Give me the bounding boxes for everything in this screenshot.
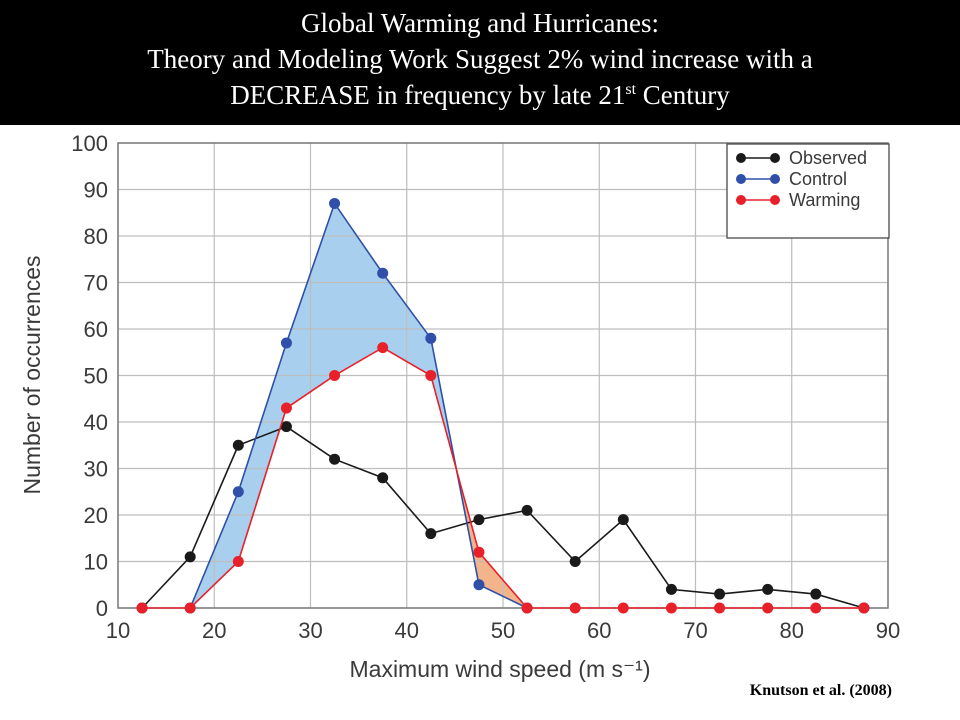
- observed-point: [329, 453, 341, 465]
- warming-point: [425, 370, 437, 381]
- observed-point: [617, 514, 629, 526]
- warming-point: [329, 370, 341, 381]
- observed-point: [665, 583, 677, 595]
- title-line-3-sup: st: [625, 81, 637, 98]
- warming-point: [377, 342, 389, 354]
- warming-line: [142, 346, 864, 609]
- y-tick-label: 20: [84, 503, 108, 528]
- y-tick-label: 80: [84, 224, 108, 249]
- control-point: [473, 579, 485, 591]
- plot-frame: [117, 142, 889, 609]
- warming-point: [810, 602, 822, 614]
- warming-point: [714, 602, 726, 614]
- observed-point: [810, 588, 822, 600]
- control-point: [329, 197, 341, 209]
- legend-observed-swatch-dot: [736, 153, 746, 163]
- warming-point: [569, 602, 581, 614]
- observed-point: [232, 439, 244, 451]
- chart-series: [136, 197, 870, 614]
- warming-point: [232, 556, 244, 567]
- legend-control-swatch-dot: [736, 174, 746, 184]
- x-tick-label: 50: [491, 618, 515, 643]
- warming-point: [762, 602, 774, 614]
- control-point: [280, 337, 292, 349]
- title-line-1: Global Warming and Hurricanes:: [301, 8, 659, 38]
- warming-point: [858, 602, 870, 614]
- legend-warming-swatch-dot: [736, 195, 746, 205]
- x-tick-label: 80: [780, 618, 804, 643]
- control-point: [377, 267, 389, 279]
- observed-point: [425, 528, 437, 540]
- y-tick-label: 100: [71, 131, 108, 156]
- y-tick-label: 10: [84, 550, 108, 575]
- title-line-2: Theory and Modeling Work Suggest 2% wind…: [147, 44, 813, 74]
- observed-point: [714, 588, 726, 600]
- x-tick-label: 60: [587, 618, 611, 643]
- y-tick-label: 30: [84, 457, 108, 482]
- legend-control-label: Control: [789, 169, 847, 189]
- x-tick-label: 10: [106, 618, 130, 643]
- y-tick-label: 0: [96, 596, 108, 621]
- observed-point: [521, 504, 533, 516]
- legend-warming-label: Warming: [789, 190, 860, 210]
- slide-title: Global Warming and Hurricanes: Theory an…: [0, 0, 960, 125]
- y-tick-label: 50: [84, 364, 108, 389]
- warming-point: [136, 602, 148, 614]
- legend-observed-label: Observed: [789, 148, 867, 168]
- warming-excess-fill: [456, 469, 528, 608]
- control-point: [232, 486, 244, 498]
- y-tick-label: 40: [84, 410, 108, 435]
- warming-point: [617, 602, 629, 614]
- warming-point: [473, 546, 485, 558]
- y-tick-label: 70: [84, 271, 108, 296]
- legend-warming-swatch-dot: [770, 195, 780, 205]
- warming-point: [521, 602, 533, 614]
- y-tick-label: 60: [84, 317, 108, 342]
- x-tick-label: 40: [395, 618, 419, 643]
- observed-line: [141, 425, 865, 609]
- x-tick-label: 20: [202, 618, 226, 643]
- x-tick-label: 90: [876, 618, 900, 643]
- legend-control-swatch-dot: [770, 174, 780, 184]
- y-axis-label: Number of occurrences: [19, 255, 45, 494]
- legend-observed-swatch-dot: [770, 153, 780, 163]
- source-credit: Knutson et al. (2008): [749, 682, 892, 699]
- control-excess-fill: [190, 203, 457, 608]
- control-point: [425, 332, 437, 344]
- legend-box: [726, 143, 890, 239]
- observed-point: [569, 556, 581, 567]
- warming-point: [184, 602, 196, 614]
- title-line-3-end: Century: [636, 80, 730, 110]
- observed-point: [473, 514, 485, 526]
- observed-point: [762, 583, 774, 595]
- warming-point: [280, 402, 292, 414]
- x-tick-label: 70: [683, 618, 707, 643]
- title-line-3-main: DECREASE in frequency by late 21: [230, 80, 626, 110]
- warming-point: [665, 602, 677, 614]
- x-axis-label: Maximum wind speed (m s⁻¹): [350, 656, 651, 682]
- title-line-3: DECREASE in frequency by late 21st Centu…: [0, 77, 960, 113]
- x-tick-label: 30: [298, 618, 322, 643]
- control-line: [189, 201, 528, 609]
- observed-point: [184, 551, 196, 563]
- observed-point: [377, 472, 389, 484]
- y-tick-label: 90: [84, 178, 108, 203]
- observed-point: [280, 421, 292, 433]
